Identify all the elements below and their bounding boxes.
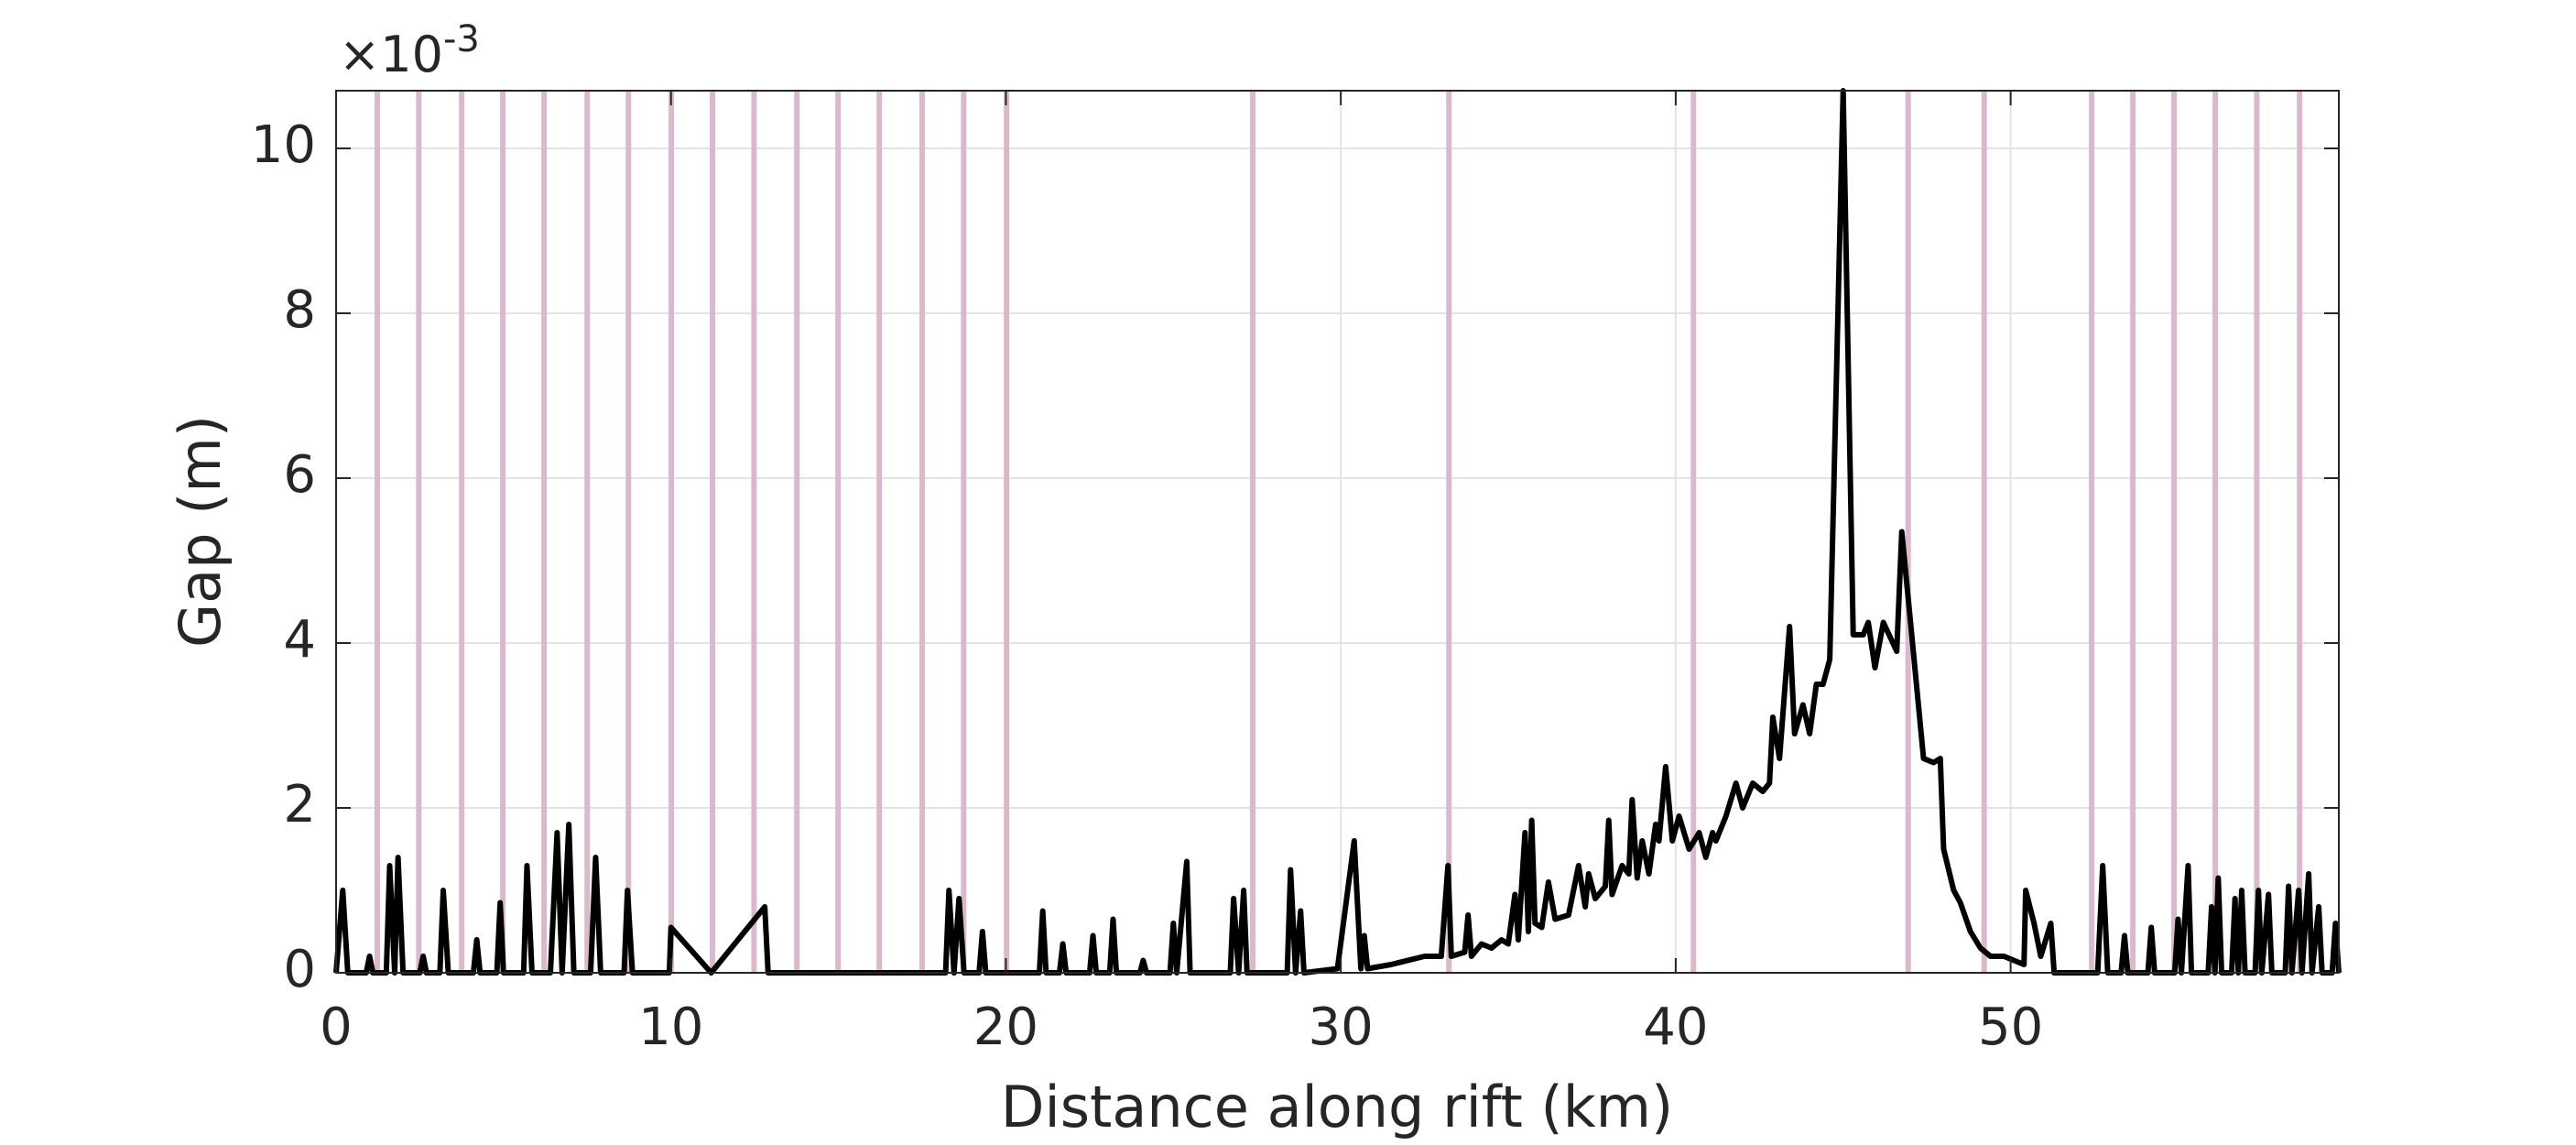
x-tick-label: 10 [638,998,703,1057]
plot-area: 0 10 20 30 40 50 0 2 4 6 8 10 [251,88,2342,1057]
x-tick-label: 40 [1643,998,1708,1057]
y-tick-label: 4 [283,610,316,670]
exponent: -3 [443,18,480,60]
y-tick-label: 0 [283,940,316,999]
exponent-base: ×10 [339,26,443,83]
x-tick-label: 20 [973,998,1038,1057]
x-tick-label: 0 [320,998,353,1057]
y-axis-label: Gap (m) [167,415,234,648]
y-tick-label: 2 [283,775,316,834]
x-tick-label: 30 [1309,998,1374,1057]
axes-box [335,90,2340,974]
x-axis-label: Distance along rift (km) [1001,1074,1673,1140]
y-tick-label: 6 [283,445,316,505]
y-tick-label: 8 [283,280,316,340]
x-tick-label: 50 [1978,998,2043,1057]
y-tick-label: 10 [251,115,316,175]
y-exponent-label: ×10-3 [339,18,480,83]
